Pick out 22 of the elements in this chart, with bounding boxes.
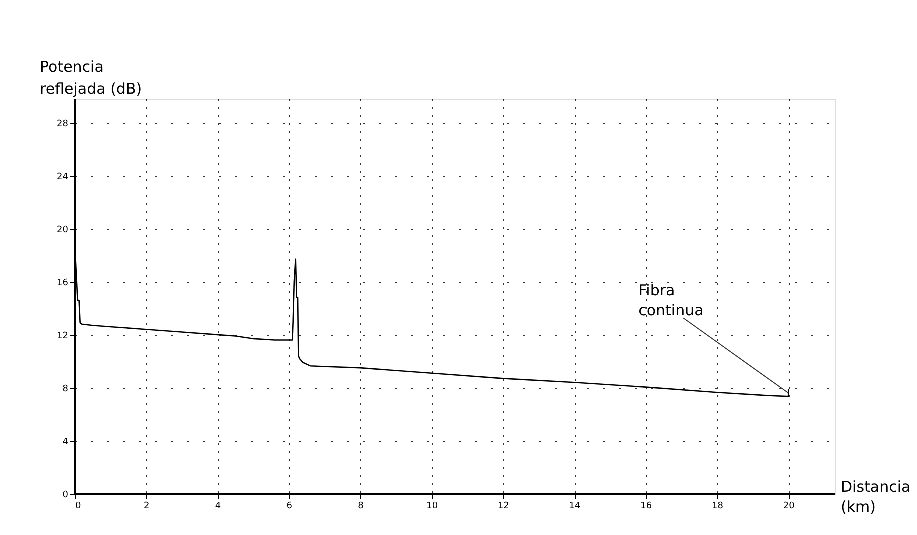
y-tick-label: 28 [57,119,69,130]
x-tick-label: 10 [426,502,438,512]
y-tick-label: 20 [57,225,69,236]
x-tick-label: 2 [144,502,150,512]
x-tick-label: 18 [712,502,724,512]
x-tick-label: 6 [286,502,293,512]
x-tick-label: 0 [76,502,82,512]
y-tick-label: 16 [57,278,69,288]
x-tick-label: 12 [498,502,510,512]
x-tick-label: 14 [569,502,582,512]
y-tick-label: 12 [57,331,68,342]
y-axis-title: Potencia reflejada (dB) [40,58,142,98]
x-tick-label: 4 [215,502,222,512]
x-tick-label: 16 [640,502,652,512]
x-tick-label: 20 [783,502,796,512]
x-tick-label: 8 [358,502,364,512]
annotation: Fibra continua [638,281,704,320]
y-tick-label: 0 [62,490,69,500]
y-tick-label: 24 [57,172,69,182]
y-tick-label: 8 [62,384,69,394]
x-axis-title: Distancia (km) [841,478,911,516]
y-tick-label: 4 [62,437,69,448]
